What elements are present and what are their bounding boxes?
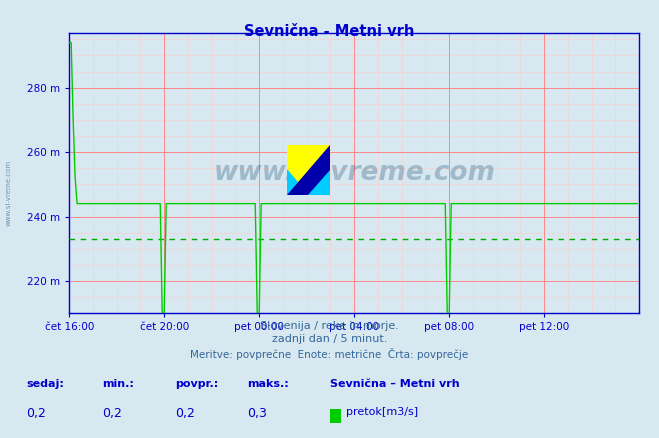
Text: Meritve: povprečne  Enote: metrične  Črta: povprečje: Meritve: povprečne Enote: metrične Črta:… bbox=[190, 348, 469, 360]
Text: Slovenija / reke in morje.: Slovenija / reke in morje. bbox=[260, 321, 399, 331]
Polygon shape bbox=[287, 170, 308, 195]
Text: www.si-vreme.com: www.si-vreme.com bbox=[5, 160, 11, 226]
Text: maks.:: maks.: bbox=[247, 379, 289, 389]
Text: sedaj:: sedaj: bbox=[26, 379, 64, 389]
Text: www.si-vreme.com: www.si-vreme.com bbox=[214, 160, 495, 186]
Polygon shape bbox=[287, 145, 330, 195]
Polygon shape bbox=[308, 170, 330, 195]
Text: Sevnična - Metni vrh: Sevnična - Metni vrh bbox=[244, 24, 415, 39]
Text: 0,2: 0,2 bbox=[175, 407, 194, 420]
Polygon shape bbox=[287, 145, 330, 195]
Text: Sevnična – Metni vrh: Sevnična – Metni vrh bbox=[330, 379, 459, 389]
Text: 0,3: 0,3 bbox=[247, 407, 267, 420]
Text: 0,2: 0,2 bbox=[102, 407, 122, 420]
Text: zadnji dan / 5 minut.: zadnji dan / 5 minut. bbox=[272, 334, 387, 344]
Text: min.:: min.: bbox=[102, 379, 134, 389]
Text: pretok[m3/s]: pretok[m3/s] bbox=[346, 407, 418, 417]
Text: 0,2: 0,2 bbox=[26, 407, 46, 420]
Text: povpr.:: povpr.: bbox=[175, 379, 218, 389]
